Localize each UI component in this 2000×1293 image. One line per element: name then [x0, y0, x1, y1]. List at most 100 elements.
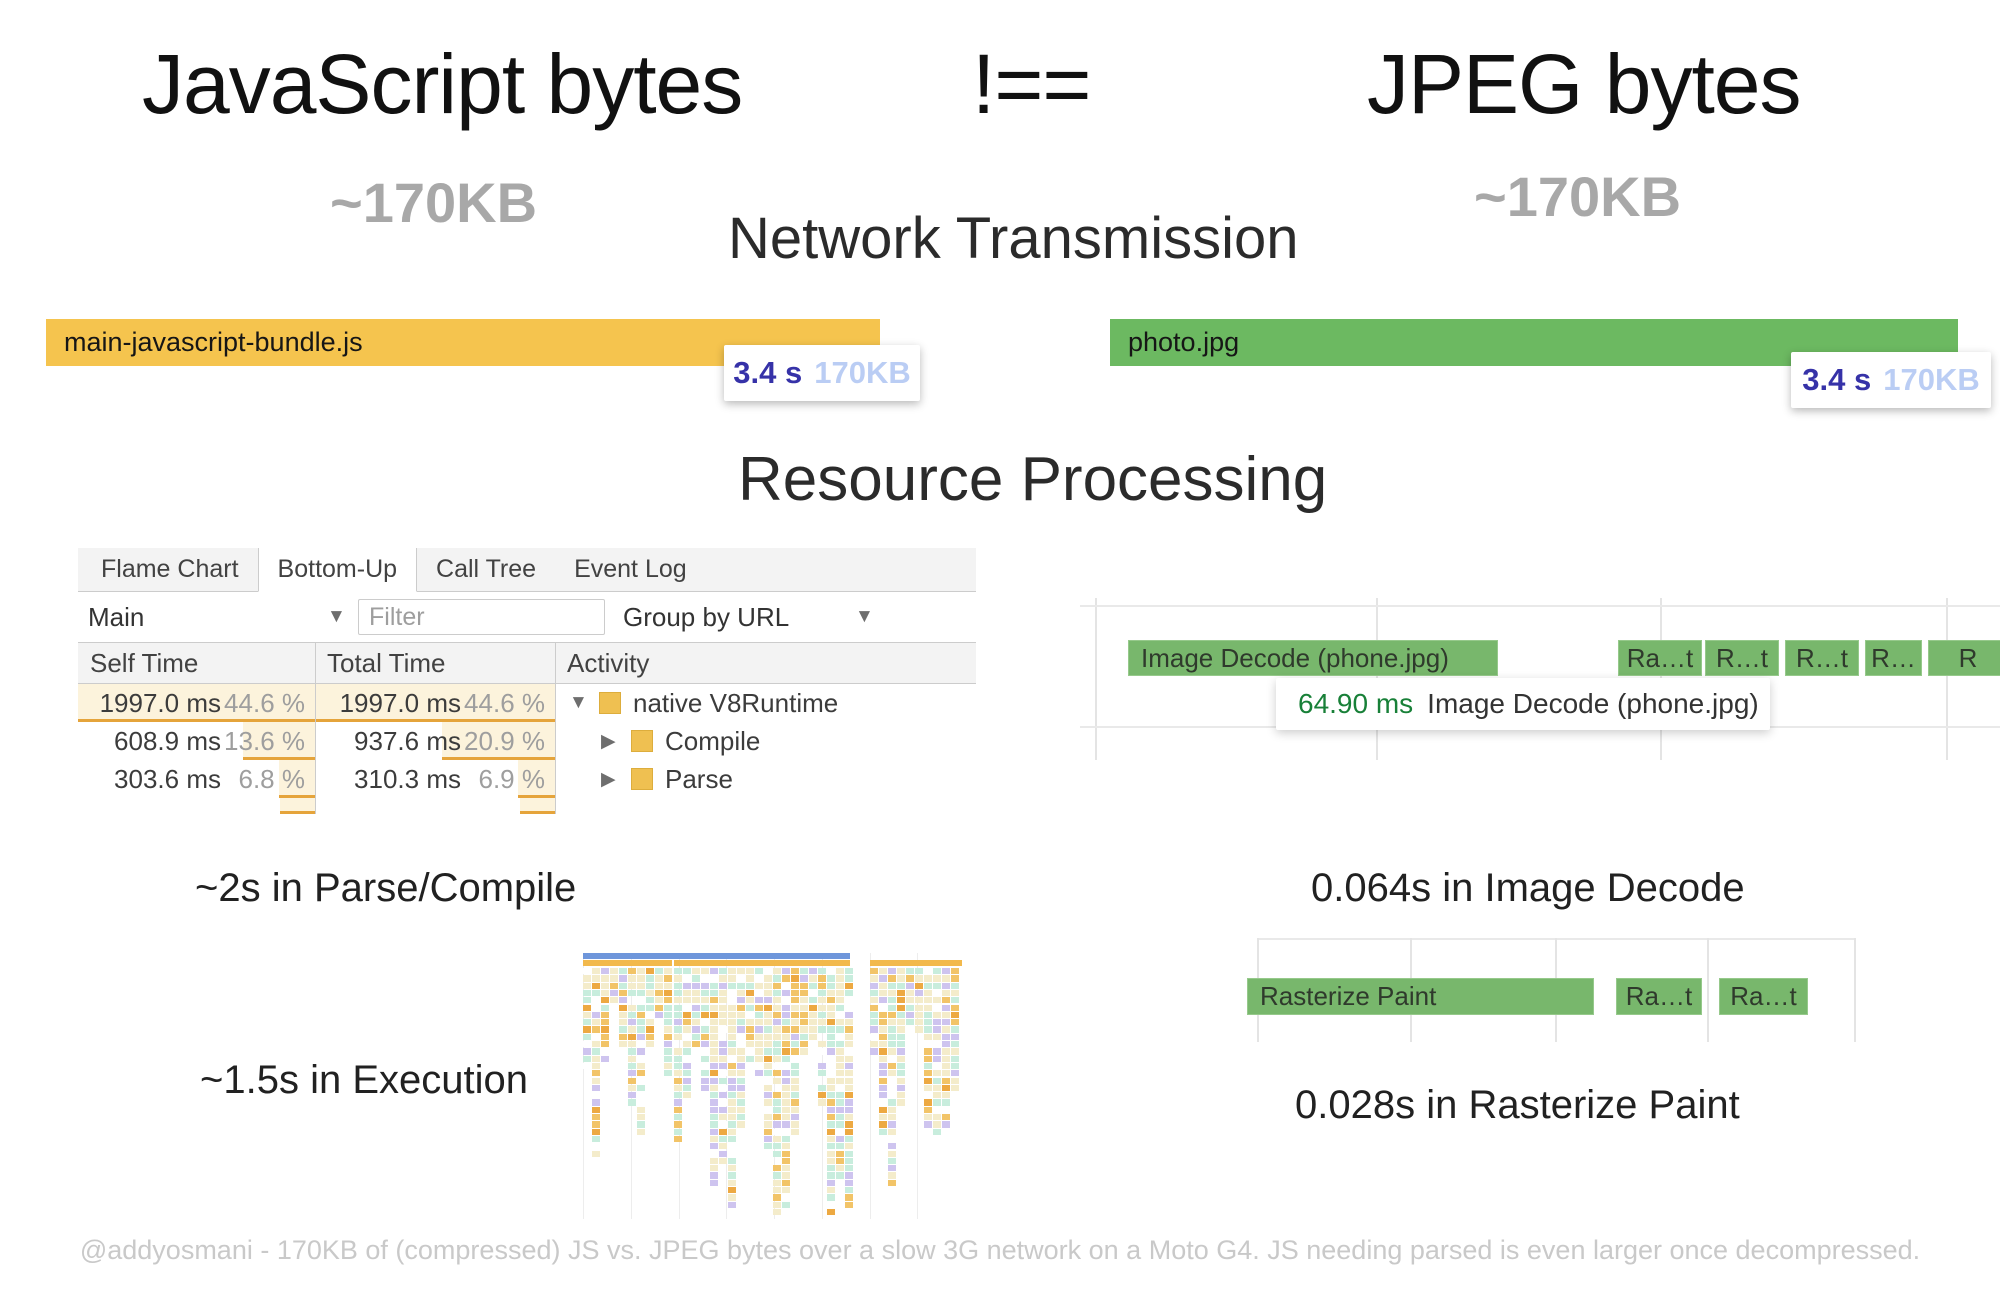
flamechart-frame-block	[888, 1099, 896, 1106]
flamechart-frame-block	[888, 1135, 896, 1143]
expand-collapse-icon[interactable]: ▶	[601, 768, 616, 790]
flamechart-frame-block	[701, 1041, 709, 1048]
table-row[interactable]: 608.9 ms 13.6 % 937.6 ms 20.9 % ▶ Compil…	[78, 722, 976, 760]
flamechart-frame-block	[933, 1084, 941, 1092]
table-row[interactable]: 303.6 ms 6.8 % 310.3 ms 6.9 % ▶ Parse	[78, 760, 976, 798]
filter-input[interactable]	[358, 599, 605, 635]
flamechart-frame-block	[683, 1011, 691, 1019]
flamechart-frame-block	[791, 989, 799, 997]
flamechart-frame-block	[933, 975, 941, 982]
flamechart-frame-block	[628, 1099, 636, 1106]
flamechart-frame-block	[879, 1070, 887, 1077]
rasterize-bar-truncated[interactable]: R	[1928, 640, 2000, 676]
column-header-activity[interactable]: Activity	[567, 647, 650, 678]
tab-call-tree[interactable]: Call Tree	[436, 555, 537, 583]
flamechart-frame-block	[764, 1070, 772, 1077]
flamechart-frame-block	[710, 1165, 718, 1172]
flamechart-frame-block	[764, 1026, 772, 1033]
column-header-total-time[interactable]: Total Time	[327, 647, 446, 678]
js-size-label: ~170KB	[330, 171, 538, 234]
flamechart-frame-block	[879, 1004, 887, 1011]
flamechart-frame-block	[764, 1121, 772, 1128]
flamechart-frame-block	[818, 968, 826, 975]
expand-collapse-icon[interactable]: ▶	[601, 730, 616, 752]
flamechart-frame-block	[791, 1062, 799, 1070]
flamechart-frame-block	[933, 1070, 941, 1077]
flamechart-frame-block	[827, 1179, 835, 1186]
flamechart-frame-block	[637, 1128, 645, 1135]
rasterize-bar-truncated[interactable]: R…t	[1705, 640, 1779, 676]
flamechart-frame-block	[619, 968, 627, 975]
rasterize-bar-truncated[interactable]: Ra…t	[1719, 978, 1808, 1015]
flamechart-frame-block	[897, 1092, 905, 1099]
flamechart-frame-block	[870, 1041, 878, 1048]
flamechart-frame-block	[710, 1041, 718, 1048]
flamechart-frame-block	[924, 1084, 932, 1092]
table-row[interactable]: 1997.0 ms 44.6 % 1997.0 ms 44.6 % ▼ nati…	[78, 684, 976, 722]
flamechart-frame-block	[879, 1077, 887, 1084]
flamechart-frame-block	[809, 1011, 817, 1019]
flamechart-frame-block	[737, 1077, 745, 1084]
chevron-down-icon: ▼	[855, 605, 874, 627]
rasterize-bar-truncated[interactable]: Ra…t	[1618, 640, 1702, 676]
flamechart-frame-block	[915, 989, 923, 997]
flamechart-frame-block	[782, 968, 790, 975]
flamechart-frame-block	[845, 997, 853, 1004]
flamechart-frame-block	[791, 975, 799, 982]
flamechart-frame-block	[764, 1019, 772, 1026]
rasterize-bar-truncated[interactable]: Ra…t	[1616, 978, 1702, 1015]
flamechart-frame-block	[942, 1092, 950, 1099]
expand-collapse-icon[interactable]: ▼	[569, 692, 588, 713]
flamechart-frame-block	[719, 1114, 727, 1121]
flamechart-frame-block	[879, 1019, 887, 1026]
flamechart-frame-block	[592, 1004, 600, 1011]
flamechart-frame-block	[845, 1114, 853, 1121]
flamechart-frame-block	[888, 1179, 896, 1186]
flamechart-frame-block	[845, 1062, 853, 1070]
rasterize-bar-truncated[interactable]: R…t	[1785, 640, 1859, 676]
total-time-heatbar	[442, 722, 555, 760]
flamechart-frame-block	[942, 1041, 950, 1048]
flamechart-frame-block	[728, 1011, 736, 1019]
flamechart-frame-block	[674, 989, 682, 997]
flamechart-frame-block	[791, 1114, 799, 1121]
flamechart-frame-block	[836, 968, 844, 975]
flamechart-frame-block	[897, 1099, 905, 1106]
flamechart-frame-block	[773, 1041, 781, 1048]
rasterize-paint-bar[interactable]: Rasterize Paint	[1247, 978, 1594, 1015]
flamechart-frame-block	[924, 1099, 932, 1106]
flamechart-frame-block	[879, 968, 887, 975]
flamechart-frame-block	[755, 968, 763, 975]
flamechart-frame-block	[827, 1150, 835, 1157]
flamechart-frame-block	[888, 1128, 896, 1135]
column-header-self-time[interactable]: Self Time	[90, 647, 199, 678]
flamechart-frame-block	[737, 1084, 745, 1092]
flamechart-frame-block	[827, 1157, 835, 1165]
image-decode-bar[interactable]: Image Decode (phone.jpg)	[1128, 640, 1498, 676]
flamechart-frame-block	[942, 1055, 950, 1062]
tab-bottom-up[interactable]: Bottom-Up	[257, 548, 418, 592]
flamechart-frame-block	[836, 1084, 844, 1092]
tab-flame-chart[interactable]: Flame Chart	[101, 555, 239, 583]
flamechart-frame-block	[870, 1004, 878, 1011]
flamechart-frame-block	[737, 1055, 745, 1062]
thread-select[interactable]: Main ▼	[88, 601, 346, 632]
flamechart-frame-block	[924, 1004, 932, 1011]
flamechart-frame-block	[592, 1084, 600, 1092]
flamechart-frame-block	[827, 1062, 835, 1070]
flamechart-frame-block	[719, 975, 727, 982]
flamechart-frame-block	[764, 1011, 772, 1019]
tab-event-log[interactable]: Event Log	[574, 555, 687, 583]
flamechart-frame-block	[809, 1019, 817, 1026]
event-color-swatch	[631, 730, 653, 752]
flamechart-frame-block	[764, 1128, 772, 1135]
flamechart-gridline	[583, 953, 584, 1219]
group-by-select[interactable]: Group by URL ▼	[623, 601, 874, 632]
rasterize-bar-truncated[interactable]: R…	[1865, 640, 1922, 676]
flamechart-frame-block	[646, 968, 654, 975]
flamechart-frame-block	[628, 1026, 636, 1033]
flamechart-frame-block	[845, 1033, 853, 1040]
flamechart-frame-block	[674, 1114, 682, 1121]
flamechart-frame-block	[773, 1077, 781, 1084]
flamechart-frame-block	[646, 1004, 654, 1011]
